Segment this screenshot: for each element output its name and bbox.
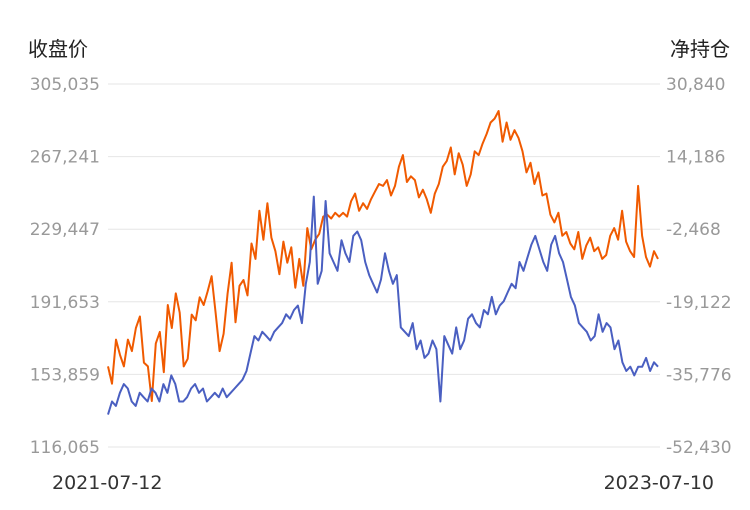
x-start-date: 2021-07-12 [52, 472, 162, 494]
right-tick-label: -52,430 [666, 438, 732, 458]
right-axis-ticks: 30,840 14,186 -2,468 -19,122 -35,776 -52,430 [666, 75, 732, 458]
grid-lines [108, 83, 660, 448]
close-price-line [107, 110, 659, 402]
right-tick-label: -19,122 [666, 293, 732, 313]
left-tick-label: 305,035 [30, 75, 100, 95]
left-axis-title: 收盘价 [28, 37, 88, 61]
net-position-line [107, 195, 659, 415]
left-tick-label: 229,447 [30, 220, 100, 240]
x-end-date: 2023-07-10 [604, 472, 714, 494]
right-tick-label: 14,186 [666, 148, 725, 168]
left-tick-label: 267,241 [30, 148, 100, 168]
left-axis-ticks: 305,035 267,241 229,447 191,653 153,859 116,0… [30, 75, 100, 458]
right-tick-label: 30,840 [666, 75, 725, 95]
left-tick-label: 116,065 [30, 438, 100, 458]
right-tick-label: -2,468 [666, 220, 721, 240]
right-axis-title: 净持仓 [670, 37, 730, 61]
left-tick-label: 191,653 [30, 293, 100, 313]
right-tick-label: -35,776 [666, 365, 732, 385]
left-tick-label: 153,859 [30, 365, 100, 385]
